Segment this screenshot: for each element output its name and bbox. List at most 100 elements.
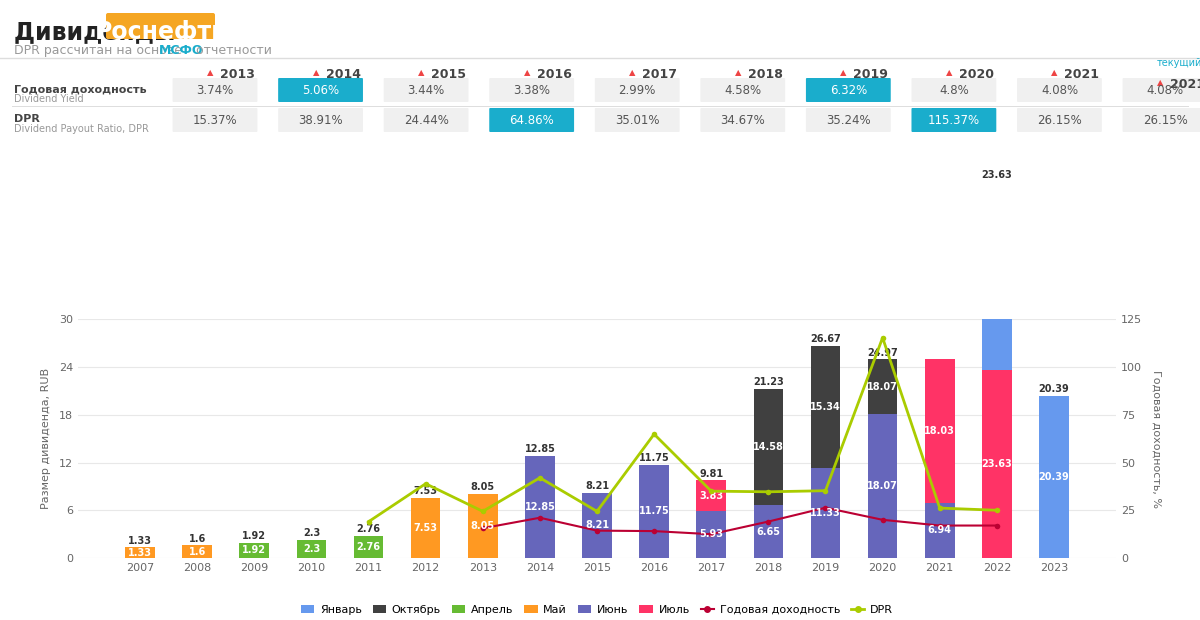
FancyBboxPatch shape (595, 108, 679, 132)
Bar (125, 547, 155, 558)
Bar (296, 539, 326, 558)
Text: 18.07: 18.07 (868, 481, 898, 491)
Text: 1.6: 1.6 (188, 547, 205, 557)
Text: Годовая доходность: Годовая доходность (14, 84, 146, 94)
Text: 4.58%: 4.58% (725, 84, 761, 97)
Text: 1.6: 1.6 (188, 534, 205, 544)
Text: ▲: ▲ (1157, 78, 1164, 87)
Y-axis label: Размер дивиденда, RUB: Размер дивиденда, RUB (41, 368, 50, 509)
Text: 2021: 2021 (1170, 78, 1200, 91)
Text: 24.44%: 24.44% (403, 113, 449, 126)
Text: 3.83: 3.83 (700, 490, 724, 500)
FancyBboxPatch shape (806, 108, 890, 132)
Text: текущий: текущий (1157, 58, 1200, 68)
Text: ▲: ▲ (629, 68, 636, 77)
Text: 2015: 2015 (431, 68, 466, 81)
Text: отчетности: отчетности (192, 44, 272, 57)
Text: 2017: 2017 (642, 68, 677, 81)
Bar (754, 389, 784, 505)
Text: 4.08%: 4.08% (1040, 84, 1078, 97)
Bar (754, 505, 784, 558)
Text: 115.37%: 115.37% (928, 113, 980, 126)
Bar (410, 498, 440, 558)
Bar (811, 468, 840, 558)
FancyBboxPatch shape (384, 108, 468, 132)
Text: ▲: ▲ (734, 68, 742, 77)
Text: DPR: DPR (14, 114, 40, 124)
Bar (696, 480, 726, 511)
FancyBboxPatch shape (1122, 78, 1200, 102)
Text: ▲: ▲ (946, 68, 953, 77)
Bar (982, 182, 1012, 370)
Text: 5.06%: 5.06% (302, 84, 340, 97)
Text: 2.3: 2.3 (302, 544, 320, 554)
Text: 2.99%: 2.99% (618, 84, 656, 97)
Text: 35.24%: 35.24% (826, 113, 871, 126)
Bar (868, 360, 898, 414)
FancyBboxPatch shape (490, 78, 574, 102)
Text: 3.74%: 3.74% (197, 84, 234, 97)
Bar (582, 493, 612, 558)
FancyBboxPatch shape (1018, 108, 1102, 132)
Bar (526, 456, 554, 558)
FancyBboxPatch shape (384, 78, 468, 102)
Text: 23.63: 23.63 (982, 459, 1013, 469)
Text: 26.15%: 26.15% (1142, 113, 1187, 126)
Bar (468, 494, 498, 558)
Text: 5.93: 5.93 (700, 529, 724, 539)
Text: 2018: 2018 (748, 68, 782, 81)
Text: МСФО: МСФО (158, 44, 204, 57)
FancyBboxPatch shape (1018, 78, 1102, 102)
Bar (925, 503, 954, 558)
Text: 3.38%: 3.38% (514, 84, 550, 97)
FancyBboxPatch shape (173, 78, 258, 102)
Text: Дивиденды: Дивиденды (14, 20, 184, 44)
Text: 1.92: 1.92 (242, 531, 266, 541)
Text: Dividend Yield: Dividend Yield (14, 94, 84, 104)
Text: 11.75: 11.75 (638, 507, 670, 516)
Text: 18.03: 18.03 (924, 426, 955, 436)
Text: 8.05: 8.05 (470, 521, 494, 531)
Text: 2020: 2020 (959, 68, 994, 81)
Text: 12.85: 12.85 (524, 502, 556, 512)
Text: ▲: ▲ (208, 68, 214, 77)
Text: 1.92: 1.92 (242, 546, 266, 556)
Text: 18.07: 18.07 (868, 382, 898, 392)
Legend: Январь, Октябрь, Апрель, Май, Июнь, Июль, Годовая доходность, DPR: Январь, Октябрь, Апрель, Май, Июнь, Июль… (296, 600, 898, 619)
Text: 9.81: 9.81 (700, 469, 724, 479)
Text: 1.33: 1.33 (128, 547, 152, 558)
FancyBboxPatch shape (278, 78, 362, 102)
FancyBboxPatch shape (912, 108, 996, 132)
Bar (1039, 396, 1069, 558)
Text: 38.91%: 38.91% (299, 113, 343, 126)
Text: 7.53: 7.53 (414, 487, 438, 497)
Text: 20.39: 20.39 (1038, 472, 1069, 482)
Text: 2.76: 2.76 (356, 542, 380, 552)
Text: DPR рассчитан на основе: DPR рассчитан на основе (14, 44, 186, 57)
Text: 20.39: 20.39 (1038, 384, 1069, 394)
FancyBboxPatch shape (1122, 108, 1200, 132)
Text: 64.86%: 64.86% (509, 113, 554, 126)
Text: 21.23: 21.23 (752, 378, 784, 388)
Text: 2016: 2016 (536, 68, 571, 81)
FancyBboxPatch shape (595, 78, 679, 102)
Text: 6.65: 6.65 (756, 526, 780, 536)
Text: ▲: ▲ (312, 68, 319, 77)
Text: 8.21: 8.21 (584, 520, 610, 530)
Text: 2019: 2019 (853, 68, 888, 81)
Text: 2021: 2021 (1064, 68, 1099, 81)
Text: 34.67%: 34.67% (720, 113, 766, 126)
Text: 1.33: 1.33 (128, 536, 152, 546)
Text: Dividend Payout Ratio, DPR: Dividend Payout Ratio, DPR (14, 124, 149, 134)
Text: 15.34: 15.34 (810, 402, 841, 412)
Text: 8.21: 8.21 (584, 481, 610, 491)
Text: ▲: ▲ (840, 68, 847, 77)
Bar (354, 536, 383, 558)
FancyBboxPatch shape (278, 108, 362, 132)
FancyBboxPatch shape (701, 108, 785, 132)
Text: 4.8%: 4.8% (940, 84, 968, 97)
Bar (640, 464, 668, 558)
Text: 35.01%: 35.01% (614, 113, 660, 126)
Text: 12.85: 12.85 (524, 444, 556, 454)
Text: ▲: ▲ (523, 68, 530, 77)
